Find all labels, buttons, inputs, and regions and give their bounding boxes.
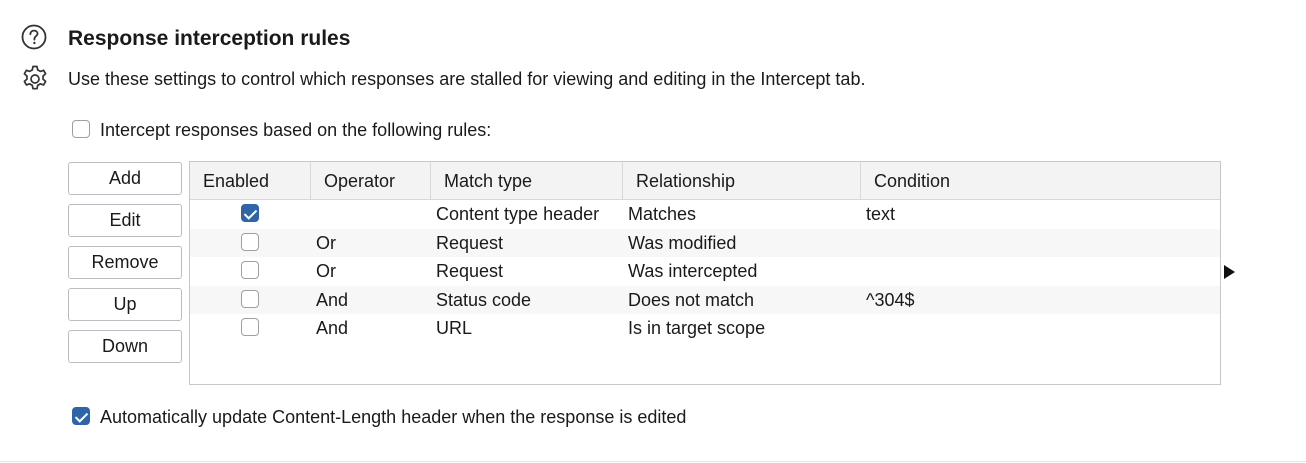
help-circle-icon[interactable]: [21, 24, 47, 50]
row-enabled-checkbox[interactable]: [241, 204, 259, 222]
table-row[interactable]: Content type header Matches text: [190, 200, 1220, 228]
table-header: Enabled Operator Match type Relationship…: [190, 162, 1220, 200]
cell-relationship: Does not match: [628, 290, 755, 310]
row-enabled-checkbox[interactable]: [241, 290, 259, 308]
row-enabled-checkbox[interactable]: [241, 261, 259, 279]
row-enabled-checkbox[interactable]: [241, 318, 259, 336]
auto-update-content-length-checkbox[interactable]: [72, 407, 90, 425]
cell-relationship: Is in target scope: [628, 318, 766, 338]
cell-match-type: Status code: [436, 290, 532, 310]
remove-button[interactable]: Remove: [68, 246, 182, 279]
auto-update-content-length-label: Automatically update Content-Length head…: [100, 407, 687, 427]
page-description: Use these settings to control which resp…: [68, 69, 866, 89]
table-row[interactable]: And URL Is in target scope: [190, 314, 1220, 342]
scroll-right-arrow-icon[interactable]: [1224, 265, 1235, 279]
intercept-responses-checkbox[interactable]: [72, 120, 90, 138]
cell-match-type: URL: [436, 318, 473, 338]
cell-operator: And: [316, 318, 349, 338]
column-header-operator[interactable]: Operator: [311, 162, 431, 199]
cell-operator: And: [316, 290, 349, 310]
edit-button[interactable]: Edit: [68, 204, 182, 237]
cell-relationship: Was intercepted: [628, 261, 758, 281]
add-button[interactable]: Add: [68, 162, 182, 195]
column-header-enabled[interactable]: Enabled: [190, 162, 311, 199]
column-header-condition[interactable]: Condition: [874, 171, 951, 191]
table-row[interactable]: Or Request Was modified: [190, 229, 1220, 257]
cell-condition: text: [866, 204, 896, 224]
up-button[interactable]: Up: [68, 288, 182, 321]
cell-relationship: Matches: [628, 204, 697, 224]
down-button[interactable]: Down: [68, 330, 182, 363]
gear-icon[interactable]: [20, 64, 50, 94]
table-row[interactable]: Or Request Was intercepted: [190, 257, 1220, 285]
cell-operator: Or: [316, 233, 336, 253]
divider: [0, 461, 1306, 462]
column-header-match-type[interactable]: Match type: [431, 162, 623, 199]
cell-condition: ^304$: [866, 290, 915, 310]
page-title: Response interception rules: [68, 27, 351, 50]
column-header-relationship[interactable]: Relationship: [623, 162, 861, 199]
cell-relationship: Was modified: [628, 233, 737, 253]
rules-table[interactable]: Enabled Operator Match type Relationship…: [189, 161, 1221, 385]
row-enabled-checkbox[interactable]: [241, 233, 259, 251]
table-row[interactable]: And Status code Does not match ^304$: [190, 286, 1220, 314]
cell-match-type: Request: [436, 233, 504, 253]
cell-match-type: Content type header: [436, 204, 600, 224]
cell-operator: Or: [316, 261, 336, 281]
intercept-responses-label: Intercept responses based on the followi…: [100, 120, 492, 140]
cell-match-type: Request: [436, 261, 504, 281]
